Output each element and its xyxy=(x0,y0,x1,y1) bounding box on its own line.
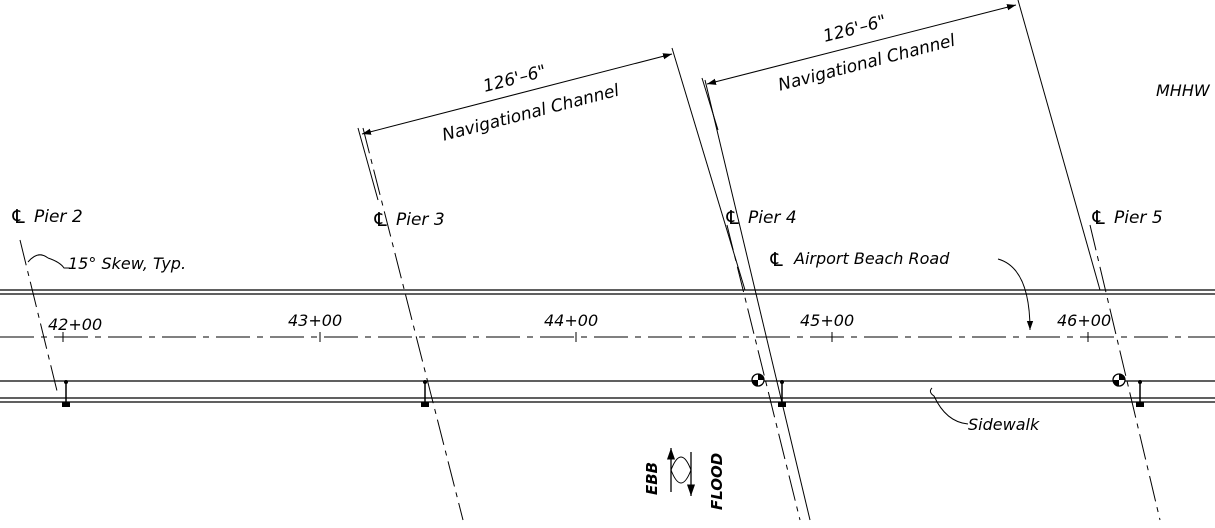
sidewalk-leader xyxy=(929,387,969,425)
channel-1-dimension-line xyxy=(361,53,673,135)
pier-posts xyxy=(62,380,1144,407)
skew-note: 15° Skew, Typ. xyxy=(68,254,186,273)
svg-text:℄: ℄ xyxy=(724,207,741,229)
road-symbol: ℄ xyxy=(768,249,785,271)
tidal-flow-symbol xyxy=(666,448,696,496)
station-42: 42+00 xyxy=(48,315,102,334)
channel-2-label: Navigational Channel xyxy=(776,31,958,96)
pier-centerlines xyxy=(19,79,1161,521)
channel-2-dimension-line xyxy=(706,4,1017,85)
pier-4-label: ℄ Pier 4 xyxy=(724,207,797,229)
deck-lines xyxy=(0,289,1215,403)
pier-5-label: ℄ Pier 5 xyxy=(1090,207,1163,229)
light-pole-symbol-2 xyxy=(1112,373,1126,387)
pier-4-centerline-right xyxy=(726,224,801,521)
svg-text:Pier 5: Pier 5 xyxy=(1114,208,1163,228)
svg-text:℄: ℄ xyxy=(10,206,27,228)
light-pole-symbol-1 xyxy=(751,373,765,387)
channel-2-dimension-value: 126'–6" xyxy=(821,11,888,46)
pier-4-centerline-left xyxy=(704,79,811,521)
station-43: 43+00 xyxy=(288,311,342,330)
pier-2-label: ℄ Pier 2 xyxy=(10,206,83,228)
svg-text:℄: ℄ xyxy=(372,209,389,231)
station-45: 45+00 xyxy=(800,311,854,330)
svg-text:Pier 2: Pier 2 xyxy=(34,207,83,227)
svg-text:Pier 4: Pier 4 xyxy=(748,208,797,228)
pier-3-centerline xyxy=(362,127,464,521)
station-46: 46+00 xyxy=(1057,311,1111,330)
flood-label: FLOOD xyxy=(708,453,726,510)
road-label: Airport Beach Road xyxy=(793,249,950,268)
channel-1-dimension-value: 126'–6" xyxy=(481,61,548,96)
road-leader xyxy=(997,258,1034,331)
skew-leader xyxy=(47,257,70,269)
ebb-label: EBB xyxy=(643,462,661,495)
svg-text:℄: ℄ xyxy=(1090,207,1107,229)
station-44: 44+00 xyxy=(544,311,598,330)
pier-5-centerline xyxy=(1089,224,1161,521)
sidewalk-label: Sidewalk xyxy=(968,415,1040,434)
skew-arc xyxy=(27,254,49,263)
pier-2-centerline xyxy=(19,239,59,396)
svg-text:Pier 3: Pier 3 xyxy=(396,210,445,230)
pier-3-label: ℄ Pier 3 xyxy=(372,209,445,231)
channel-extension-lines xyxy=(357,0,1101,291)
mhhw-note: MHHW xyxy=(1156,81,1211,100)
station-ticks xyxy=(62,332,1089,342)
